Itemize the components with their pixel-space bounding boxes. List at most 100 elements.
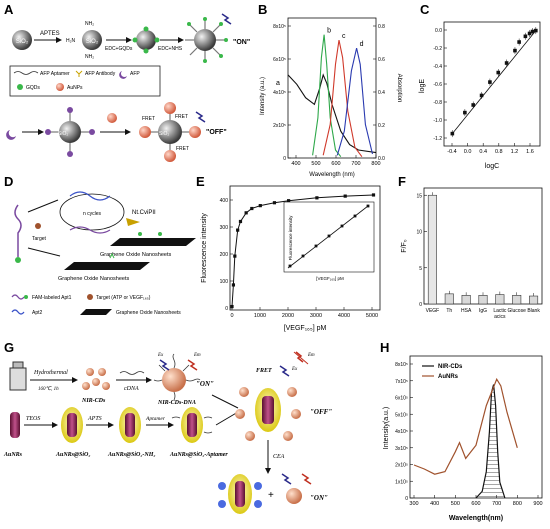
f-y-tick-label: 0 bbox=[419, 302, 422, 308]
f-y-tick-label: 5 bbox=[419, 266, 422, 272]
cross-mark bbox=[293, 351, 309, 365]
aptes-label: APTES bbox=[40, 31, 60, 37]
c-y-tick-label: -1.2 bbox=[433, 136, 442, 142]
ex-lightning-icon bbox=[281, 473, 292, 485]
free-nircds-dna bbox=[286, 488, 302, 504]
legend-antibody: AFP Antibody bbox=[85, 71, 116, 77]
ylabel-f: F/F₀ bbox=[401, 239, 408, 252]
legend-go: Graphene Oxide Nanosheets bbox=[116, 310, 181, 316]
c-x-tick-label: 0.0 bbox=[464, 149, 472, 155]
inset-ylabel-e: Fluorescence intensity bbox=[288, 215, 293, 261]
arrow-head bbox=[178, 37, 184, 43]
arrow-head bbox=[265, 468, 271, 474]
data-point bbox=[287, 199, 291, 203]
ex-label-1: Ex bbox=[157, 353, 164, 358]
curve-label-a: a bbox=[276, 80, 280, 87]
aunr-rod bbox=[10, 412, 20, 438]
aunrs-sio2-label: AuNRs@SiO₂ bbox=[55, 452, 90, 458]
em-label-1: Em bbox=[193, 353, 201, 358]
on-label-1: "ON" bbox=[196, 380, 214, 388]
apts-label: APTS bbox=[87, 416, 102, 422]
target-dot bbox=[35, 223, 41, 229]
fam-dot bbox=[24, 295, 28, 299]
hairpin-probe bbox=[14, 204, 22, 257]
yticks-c: 0.0 -0.2 -0.4 -0.6 -0.8 -1.0 -1.2 bbox=[433, 28, 447, 142]
nircds-dna bbox=[153, 353, 201, 401]
ex-lightning-icon bbox=[159, 359, 170, 371]
inset-points-e bbox=[288, 204, 370, 268]
data-point bbox=[244, 211, 248, 215]
gqd-legend-icon bbox=[17, 84, 23, 90]
h-y-tick-label: 8x10⁵ bbox=[395, 362, 408, 368]
h-x-tick-label: 800 bbox=[513, 501, 522, 507]
cycle-ellipse bbox=[59, 193, 125, 231]
fit-line bbox=[452, 30, 537, 134]
h-x-tick-label: 300 bbox=[409, 501, 418, 507]
cdna-strand bbox=[119, 371, 145, 375]
em-lightning-icon bbox=[301, 473, 312, 485]
arrow-head bbox=[146, 377, 152, 383]
plot-frame-c bbox=[443, 21, 541, 147]
legend-box-a bbox=[9, 65, 161, 97]
go-label-2: Graphene Oxide Nanosheets bbox=[58, 276, 129, 282]
ylabel-c: logE bbox=[419, 79, 426, 93]
panel-letter-c: C bbox=[420, 2, 430, 17]
inset-point bbox=[340, 224, 344, 228]
fam-dot bbox=[15, 257, 21, 263]
arrow-head bbox=[52, 422, 58, 428]
b-yr-tick-label: 0.8 bbox=[378, 24, 385, 30]
e-x-tick-label: 5000 bbox=[366, 313, 378, 319]
b-yl-tick-label: 4x10⁵ bbox=[273, 90, 286, 96]
b-yl-tick-label: 0 bbox=[283, 156, 286, 162]
yticks-right-b: 0.0 0.2 0.4 0.6 0.8 bbox=[373, 24, 385, 162]
h-y-tick-label: 1x10⁵ bbox=[395, 479, 408, 485]
xlabel-e: [VEGF₁₆₅] pM bbox=[284, 325, 327, 332]
points-c bbox=[450, 27, 538, 138]
curves-h bbox=[413, 377, 518, 499]
curve-a bbox=[287, 73, 377, 154]
c-x-tick-label: -0.4 bbox=[447, 149, 456, 155]
c-y-tick-label: 0.0 bbox=[435, 28, 442, 34]
plot-frame-f bbox=[423, 187, 543, 305]
curve-labels-b: a b c d bbox=[276, 28, 364, 87]
c-y-tick-label: -0.6 bbox=[433, 82, 442, 88]
e-x-tick-label: 2000 bbox=[282, 313, 294, 319]
b-x-tick-label: 800 bbox=[371, 161, 380, 167]
aunr-rod-core bbox=[187, 413, 197, 437]
panel-f: F F/F₀ 0 5 10 15 VEGF Th HSA IgG LacticacicsGlu… bbox=[398, 174, 543, 320]
ylabel-h: Intensity(a.u.) bbox=[383, 407, 390, 449]
h-y-tick-label: 4x10⁵ bbox=[395, 429, 408, 435]
aunp-legend-icon bbox=[56, 83, 64, 91]
h-y-tick-label: 7x10⁵ bbox=[395, 379, 408, 385]
sio2-label-2: SiO₂ bbox=[86, 39, 99, 45]
gqd-dot bbox=[143, 26, 149, 32]
enzyme-icon bbox=[126, 218, 140, 226]
category-label: IgG bbox=[479, 308, 487, 314]
em-lightning-icon bbox=[187, 359, 198, 371]
h2n-label: H₂N bbox=[66, 38, 76, 44]
panel-letter-a: A bbox=[4, 2, 14, 17]
gqd-dot bbox=[154, 37, 160, 43]
legend-target: Target (ATP or VEGF₁₆₅) bbox=[96, 295, 151, 301]
legend-fam: FAM-labeled Apt1 bbox=[32, 295, 72, 301]
panel-b: B Intensity (a.u.) Absorption Wavelength… bbox=[258, 2, 402, 178]
strand bbox=[69, 191, 111, 201]
inset-point bbox=[327, 234, 331, 238]
fret-label-2: FRET bbox=[142, 116, 155, 122]
c-y-tick-label: -0.2 bbox=[433, 46, 442, 52]
bar-6 bbox=[512, 294, 522, 305]
arrow bbox=[27, 199, 59, 213]
inset-point bbox=[301, 254, 305, 258]
inset-point bbox=[366, 204, 370, 208]
overlap-hatch bbox=[476, 384, 505, 498]
sio2-antibody-particle bbox=[185, 17, 228, 63]
b-yl-tick-label: 2x10⁵ bbox=[273, 123, 286, 129]
gqd-dot bbox=[132, 37, 138, 43]
plot-frame-b bbox=[287, 17, 377, 159]
legend-apt2: Apt2 bbox=[32, 310, 43, 316]
h-y-tick-label: 6x10⁵ bbox=[395, 396, 408, 402]
plot-frame-h bbox=[409, 355, 543, 499]
c-y-tick-label: -0.8 bbox=[433, 100, 442, 106]
bar-3 bbox=[461, 294, 471, 305]
data-point bbox=[343, 194, 347, 198]
